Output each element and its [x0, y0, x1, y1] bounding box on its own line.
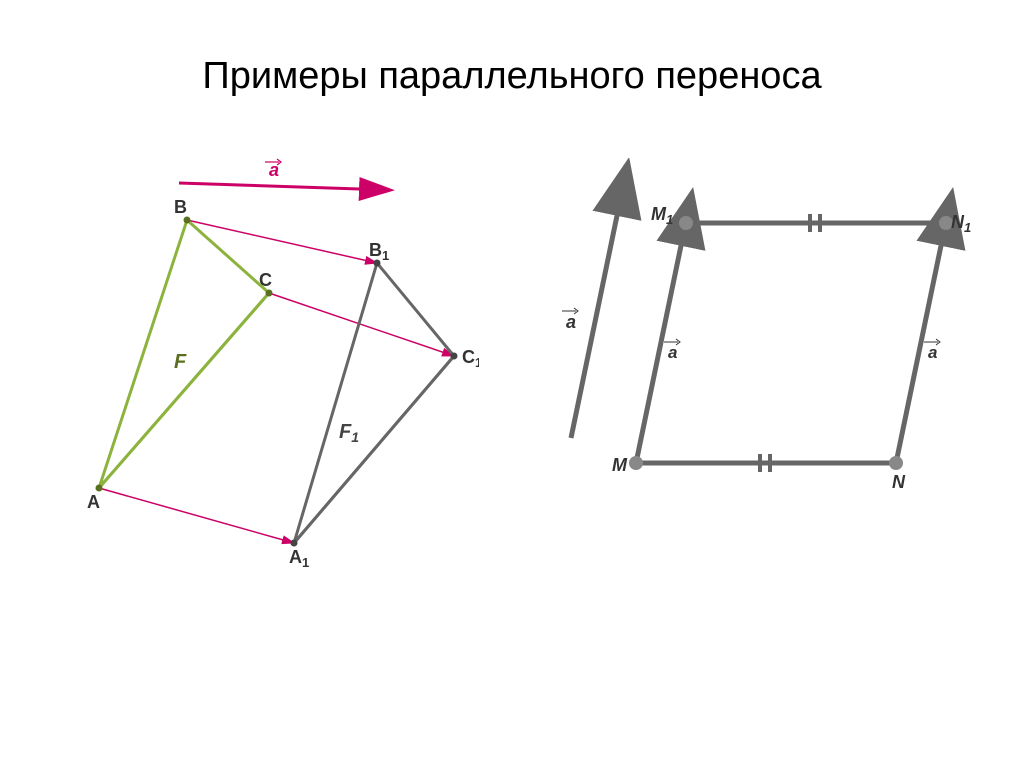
- label-m: M: [612, 455, 628, 475]
- diagrams-container: a A B C F A1 B1: [0, 158, 1024, 573]
- label-a-left: a: [668, 343, 677, 362]
- mapping-b-b1: [187, 220, 377, 263]
- vertex-a: [95, 485, 102, 492]
- mapping-a-a1: [99, 488, 294, 543]
- node-m: [629, 456, 643, 470]
- label-f: F: [174, 351, 187, 373]
- label-a: A: [87, 492, 100, 512]
- label-n1: N1: [951, 212, 971, 235]
- diagram-triangle-translation: a A B C F A1 B1: [49, 158, 479, 573]
- vector-a-label: a: [269, 160, 279, 180]
- vertex-a1: [290, 540, 297, 547]
- outer-vector-a: [571, 206, 619, 438]
- vertex-b1: [373, 260, 380, 267]
- outer-vector-label: a: [566, 312, 576, 332]
- diagram-parallelogram: a M N M1 N1: [516, 158, 976, 573]
- label-n: N: [892, 472, 906, 492]
- vector-a: [179, 183, 389, 190]
- label-b: B: [174, 197, 187, 217]
- vertex-c: [265, 290, 272, 297]
- label-m1: M1: [651, 204, 673, 227]
- parallelogram-svg: a M N M1 N1: [516, 158, 976, 508]
- triangle-svg: a A B C F A1 B1: [49, 158, 479, 568]
- label-a1: A1: [289, 547, 309, 568]
- node-n: [889, 456, 903, 470]
- label-b1: B1: [369, 240, 389, 263]
- label-a-right: a: [928, 343, 937, 362]
- page-title: Примеры параллельного переноса: [0, 0, 1024, 98]
- label-f1: F1: [339, 421, 359, 445]
- triangle-f1: [294, 263, 454, 543]
- label-c1: C1: [462, 347, 479, 370]
- node-m1: [679, 216, 693, 230]
- vertex-b: [183, 217, 190, 224]
- label-c: C: [259, 270, 272, 290]
- vertex-c1: [450, 353, 457, 360]
